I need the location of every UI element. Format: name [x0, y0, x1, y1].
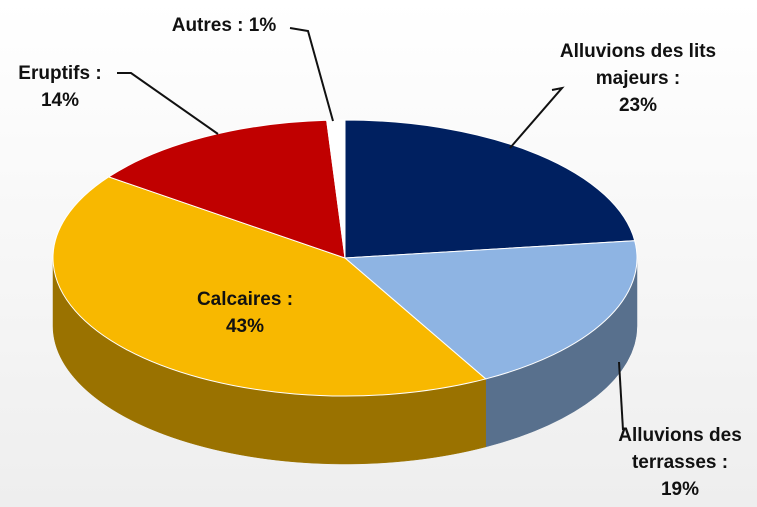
leader-line [289, 27, 334, 122]
value-label: 1% [248, 15, 277, 36]
leader-line [618, 361, 624, 431]
category-label: Alluvions des lits majeurs : [559, 41, 717, 89]
value-label: 43% [225, 316, 265, 337]
category-label: Eruptifs : [18, 63, 102, 84]
pie-slice [107, 119, 346, 259]
leader-line [509, 86, 565, 149]
category-label: Calcaires : [196, 289, 294, 310]
leader-lines [117, 27, 624, 431]
pie-slice [52, 176, 487, 397]
data-label: Calcaires : 43% [170, 286, 320, 340]
data-label: Alluvions des lits majeurs : 23% [558, 38, 718, 119]
data-label: Eruptifs : 14% [5, 60, 115, 114]
pie-tops [52, 119, 638, 397]
data-label: Alluvions des terrasses : 19% [600, 422, 757, 503]
data-label: Autres : 1% [124, 12, 324, 39]
pie-slice [343, 240, 638, 380]
value-label: 23% [618, 95, 658, 116]
pie-slice [344, 119, 636, 259]
value-label: 14% [40, 90, 80, 111]
value-label: 19% [660, 479, 700, 500]
category-label: Alluvions des terrasses : [618, 425, 742, 473]
category-label: Autres : [171, 15, 244, 36]
leader-line [117, 72, 219, 135]
pie-slice [326, 119, 346, 259]
